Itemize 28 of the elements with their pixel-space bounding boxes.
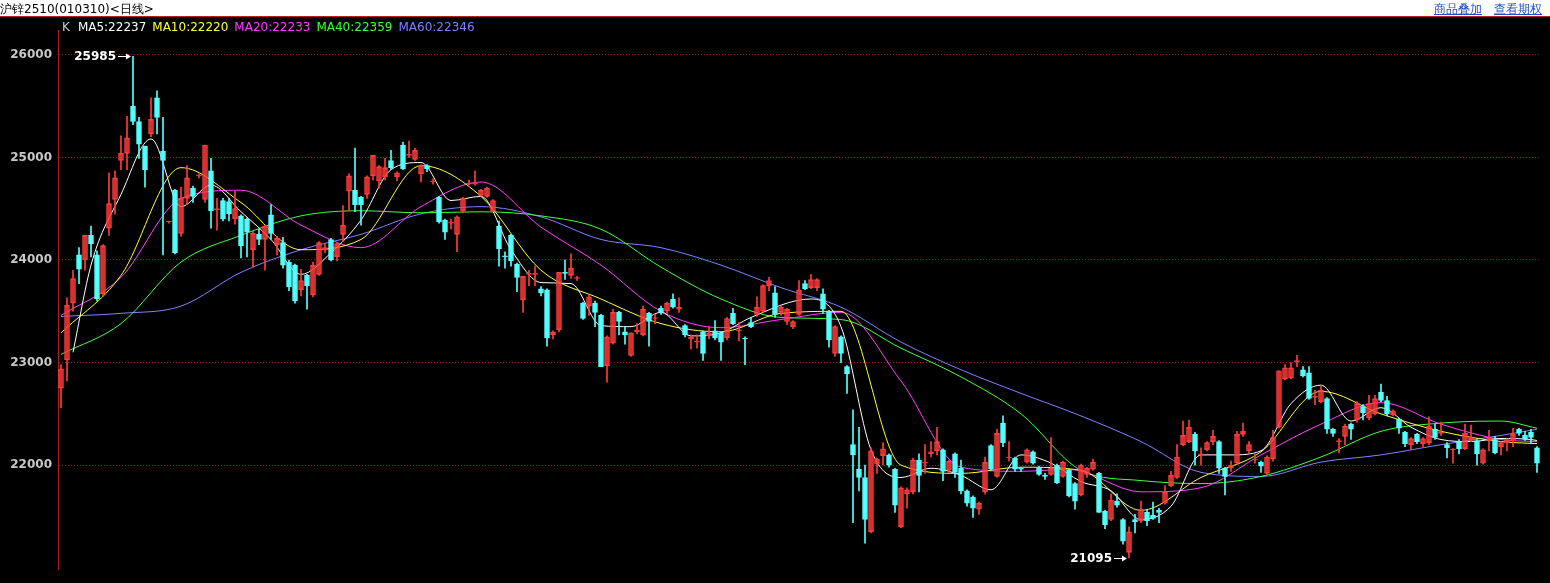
y-tick-label: 22000 <box>10 457 52 472</box>
candlestick <box>1156 507 1162 523</box>
annotation: 25985 <box>74 49 116 64</box>
candlestick <box>352 147 358 213</box>
candlestick <box>622 326 628 345</box>
candlestick <box>1132 514 1138 534</box>
annotation: 21095 <box>1070 551 1112 565</box>
candlestick <box>742 336 748 365</box>
candlestick <box>160 117 166 256</box>
text: MA5:22237 <box>77 20 147 34</box>
candlestick <box>502 251 508 269</box>
text: 商品叠加 <box>1434 2 1482 16</box>
text: MA20:22233 <box>234 20 311 34</box>
y-tick-label: 23000 <box>10 354 52 369</box>
candlestick <box>130 56 136 125</box>
text: MA60:22346 <box>398 20 475 34</box>
y-tick-label: 25000 <box>10 149 52 164</box>
text: MA10:22220 <box>152 20 229 34</box>
text: 查看期权 <box>1494 2 1542 16</box>
candlestick <box>850 409 856 523</box>
annotation: K <box>62 20 70 34</box>
candlestick <box>856 426 862 492</box>
chart-title: 沪锌2510(010310)<日线> <box>0 1 154 18</box>
y-tick-label: 26000 <box>10 46 52 61</box>
candlestick <box>1150 501 1156 520</box>
candlestick <box>562 259 568 280</box>
text: MA40:22359 <box>316 20 393 34</box>
y-tick-label: 24000 <box>10 252 52 267</box>
